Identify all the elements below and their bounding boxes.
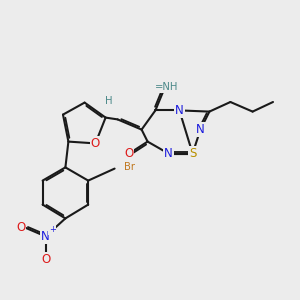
Text: O: O	[41, 253, 50, 266]
Text: O: O	[91, 137, 100, 150]
Text: N: N	[41, 230, 50, 243]
Text: O: O	[16, 221, 26, 234]
Text: =NH: =NH	[155, 82, 178, 92]
Text: N: N	[175, 104, 184, 117]
Text: N: N	[196, 123, 205, 136]
Text: H: H	[105, 96, 112, 106]
Text: +: +	[49, 225, 56, 234]
Text: S: S	[189, 147, 196, 160]
Text: Br: Br	[124, 162, 135, 172]
Text: N: N	[164, 147, 173, 160]
Text: O: O	[124, 147, 134, 160]
